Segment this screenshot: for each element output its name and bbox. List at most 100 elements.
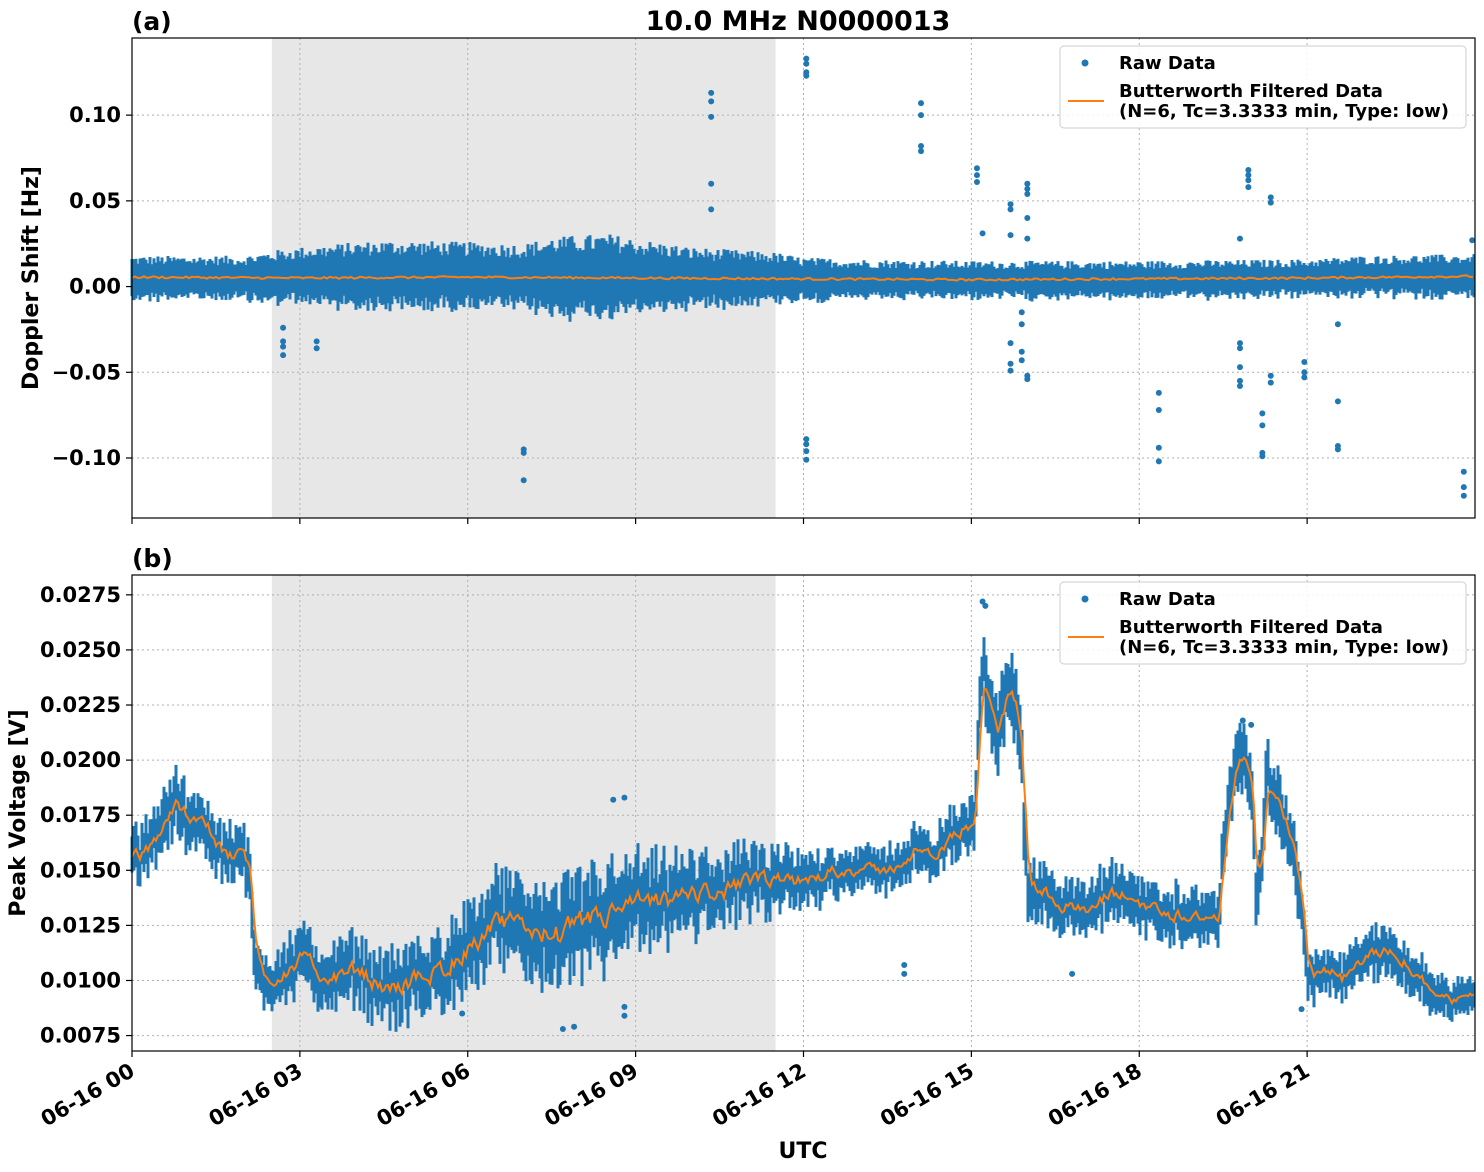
raw-data-point xyxy=(1007,360,1014,367)
raw-data-point xyxy=(1024,215,1031,221)
legend-raw-label-b: Raw Data xyxy=(1119,589,1216,610)
legend-filtered-label-b: Butterworth Filtered Data xyxy=(1119,617,1383,638)
raw-data-point xyxy=(1024,191,1031,197)
raw-data-point xyxy=(1024,235,1031,242)
y-tick-label: 0.0125 xyxy=(40,913,121,937)
raw-data-point xyxy=(1460,468,1467,475)
raw-data-point xyxy=(708,180,715,187)
y-tick-label: 0.0250 xyxy=(40,638,121,662)
raw-data-outliers-b xyxy=(459,598,1305,1032)
raw-data-point xyxy=(901,970,908,977)
panel-b: (b) 0.0075 0.0100 0.0125 0.0150 0.0175 0.0200… xyxy=(6,544,1476,1131)
y-axis-label-b: Peak Voltage [V] xyxy=(6,709,31,917)
raw-data-point xyxy=(520,449,527,456)
legend-b: Raw Data Butterworth Filtered Data (N=6,… xyxy=(1059,581,1467,665)
raw-data-point xyxy=(280,324,287,331)
y-tick-label: 0.0275 xyxy=(40,583,121,607)
raw-data-point xyxy=(459,1010,466,1017)
raw-data-point xyxy=(1267,199,1274,206)
raw-data-point xyxy=(571,1023,578,1030)
raw-data-point xyxy=(1155,444,1162,451)
x-tick-label: 06-16 21 xyxy=(1212,1059,1314,1132)
y-tick-label: 0.0150 xyxy=(40,858,121,882)
raw-data-point xyxy=(1334,398,1341,405)
raw-data-point xyxy=(973,179,980,185)
filtered-data-line-a xyxy=(131,274,1474,282)
x-axis-ticks-a xyxy=(131,518,1308,524)
raw-data-point xyxy=(280,338,287,345)
raw-data-point xyxy=(1259,422,1266,429)
legend-filtered-params-b: (N=6, Tc=3.3333 min, Type: low) xyxy=(1119,637,1449,658)
raw-data-point xyxy=(918,143,925,149)
y-tick-label: −0.10 xyxy=(52,446,121,470)
raw-data-point xyxy=(1301,369,1308,376)
y-tick-label: 0.05 xyxy=(69,189,121,213)
raw-data-point xyxy=(559,1025,566,1032)
raw-data-point xyxy=(1024,185,1031,192)
raw-data-point xyxy=(1018,348,1025,355)
raw-data-point xyxy=(803,72,810,79)
raw-data-point xyxy=(1007,232,1014,239)
raw-data-point xyxy=(313,345,320,352)
y-tick-label: 0.0225 xyxy=(40,693,121,717)
raw-data-point xyxy=(803,60,810,67)
raw-data-outliers-a xyxy=(280,55,1476,499)
raw-data-point xyxy=(313,338,320,345)
raw-data-point xyxy=(1245,177,1252,184)
raw-data-point xyxy=(1245,184,1252,191)
raw-data-point xyxy=(1301,374,1308,381)
raw-data-point xyxy=(979,230,986,237)
legend-filtered-params-a: (N=6, Tc=3.3333 min, Type: low) xyxy=(1119,101,1449,122)
raw-data-point xyxy=(803,456,810,463)
raw-data-point xyxy=(520,477,527,484)
x-tick-label: 06-16 00 xyxy=(37,1059,139,1132)
raw-data-point xyxy=(1007,206,1014,213)
raw-data-point xyxy=(1236,383,1243,389)
raw-data-point xyxy=(1024,376,1031,383)
y-tick-label: 0.0200 xyxy=(40,748,121,772)
raw-data-point xyxy=(708,113,715,120)
raw-data-point xyxy=(708,206,715,213)
raw-data-point xyxy=(1069,970,1076,977)
raw-data-point xyxy=(1460,484,1467,491)
raw-data-point xyxy=(1007,367,1014,374)
raw-data-point xyxy=(1239,717,1246,724)
raw-data-point xyxy=(708,98,715,105)
y-axis-label-a: Doppler Shift [Hz] xyxy=(19,166,44,390)
raw-data-point xyxy=(1018,309,1025,316)
raw-data-point xyxy=(1259,453,1266,460)
raw-data-point xyxy=(1236,364,1243,371)
raw-data-point xyxy=(1155,407,1162,413)
raw-data-point xyxy=(1259,410,1266,417)
y-tick-label: 0.00 xyxy=(69,275,121,299)
figure-title: 10.0 MHz N0000013 xyxy=(646,6,951,37)
raw-data-point xyxy=(1469,237,1476,244)
raw-data-point xyxy=(708,89,715,96)
x-tick-label: 06-16 12 xyxy=(708,1059,810,1132)
x-axis-ticks-b: 06-16 00 06-16 03 06-16 06 06-16 09 06-16 12… xyxy=(37,1051,1314,1131)
panel-a: (a) −0.10 −0.05 0.00 0.05 0.10 Doppler Shift… xyxy=(19,7,1476,524)
raw-data-point xyxy=(1236,345,1243,352)
raw-data-point xyxy=(1460,492,1467,499)
raw-data-point xyxy=(1155,458,1162,465)
raw-data-point xyxy=(1236,235,1243,242)
raw-data-point xyxy=(1267,372,1274,379)
x-tick-label: 06-16 18 xyxy=(1044,1059,1146,1132)
y-tick-label: 0.10 xyxy=(69,103,121,127)
raw-data-point xyxy=(901,962,908,969)
legend-filtered-label-a: Butterworth Filtered Data xyxy=(1119,81,1383,102)
raw-data-point xyxy=(982,602,989,609)
raw-data-point xyxy=(1007,340,1014,347)
raw-data-point xyxy=(918,148,925,155)
raw-data-point xyxy=(1248,721,1255,728)
legend-raw-marker-b xyxy=(1081,595,1089,603)
raw-data-point xyxy=(1267,194,1274,201)
y-tick-label: 0.0100 xyxy=(40,968,121,992)
raw-data-point xyxy=(1298,1006,1305,1013)
raw-data-point xyxy=(918,112,925,119)
raw-data-point xyxy=(280,352,287,359)
y-axis-ticks-a: −0.10 −0.05 0.00 0.05 0.10 xyxy=(52,103,132,470)
raw-data-point xyxy=(1018,357,1025,364)
raw-data-point xyxy=(1334,321,1341,328)
